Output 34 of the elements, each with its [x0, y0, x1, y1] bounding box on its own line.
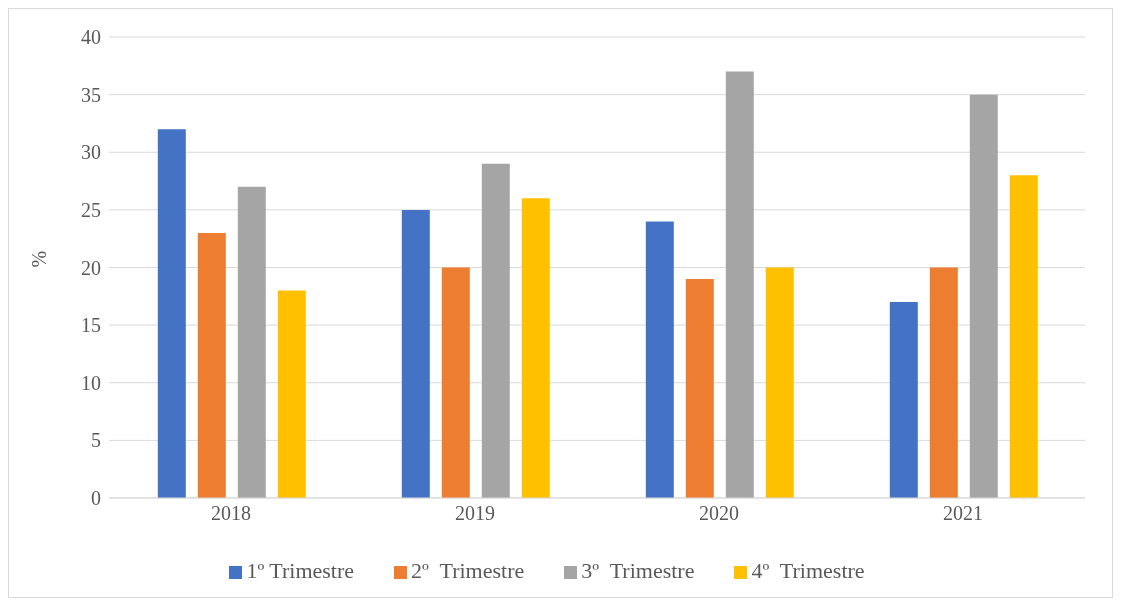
y-tick-label: 20: [81, 256, 101, 279]
legend-label: 2º Trimestre: [411, 558, 525, 583]
legend-label: 4º Trimestre: [751, 558, 865, 583]
bar: [969, 94, 998, 498]
bar: [157, 129, 186, 498]
bar: [889, 302, 918, 498]
bar: [277, 290, 306, 498]
y-tick-label: 10: [81, 371, 101, 394]
bar: [725, 71, 754, 498]
legend-label: 3º Trimestre: [581, 558, 695, 583]
bar: [521, 198, 550, 498]
y-tick-label: 5: [91, 429, 101, 452]
bar: [441, 267, 470, 498]
x-tick-label: 2021: [943, 502, 983, 525]
bar: [1009, 175, 1038, 498]
y-tick-label: 30: [81, 141, 101, 164]
bar: [237, 186, 266, 498]
bar: [401, 209, 430, 498]
legend-label: 1º Trimestre: [246, 558, 355, 583]
y-tick-label: 35: [81, 83, 101, 106]
bar: [685, 279, 714, 498]
bar: [929, 267, 958, 498]
bar: [197, 232, 226, 498]
y-tick-label: 15: [81, 314, 101, 337]
y-tick-label: 40: [81, 26, 101, 49]
bar: [481, 163, 510, 498]
bar: [645, 221, 674, 498]
y-axis-title: %: [28, 250, 51, 268]
y-tick-label: 0: [91, 487, 101, 510]
x-tick-label: 2020: [699, 502, 739, 525]
bar: [765, 267, 794, 498]
x-tick-label: 2018: [211, 502, 251, 525]
x-tick-label: 2019: [455, 502, 495, 525]
y-tick-label: 25: [81, 198, 101, 221]
